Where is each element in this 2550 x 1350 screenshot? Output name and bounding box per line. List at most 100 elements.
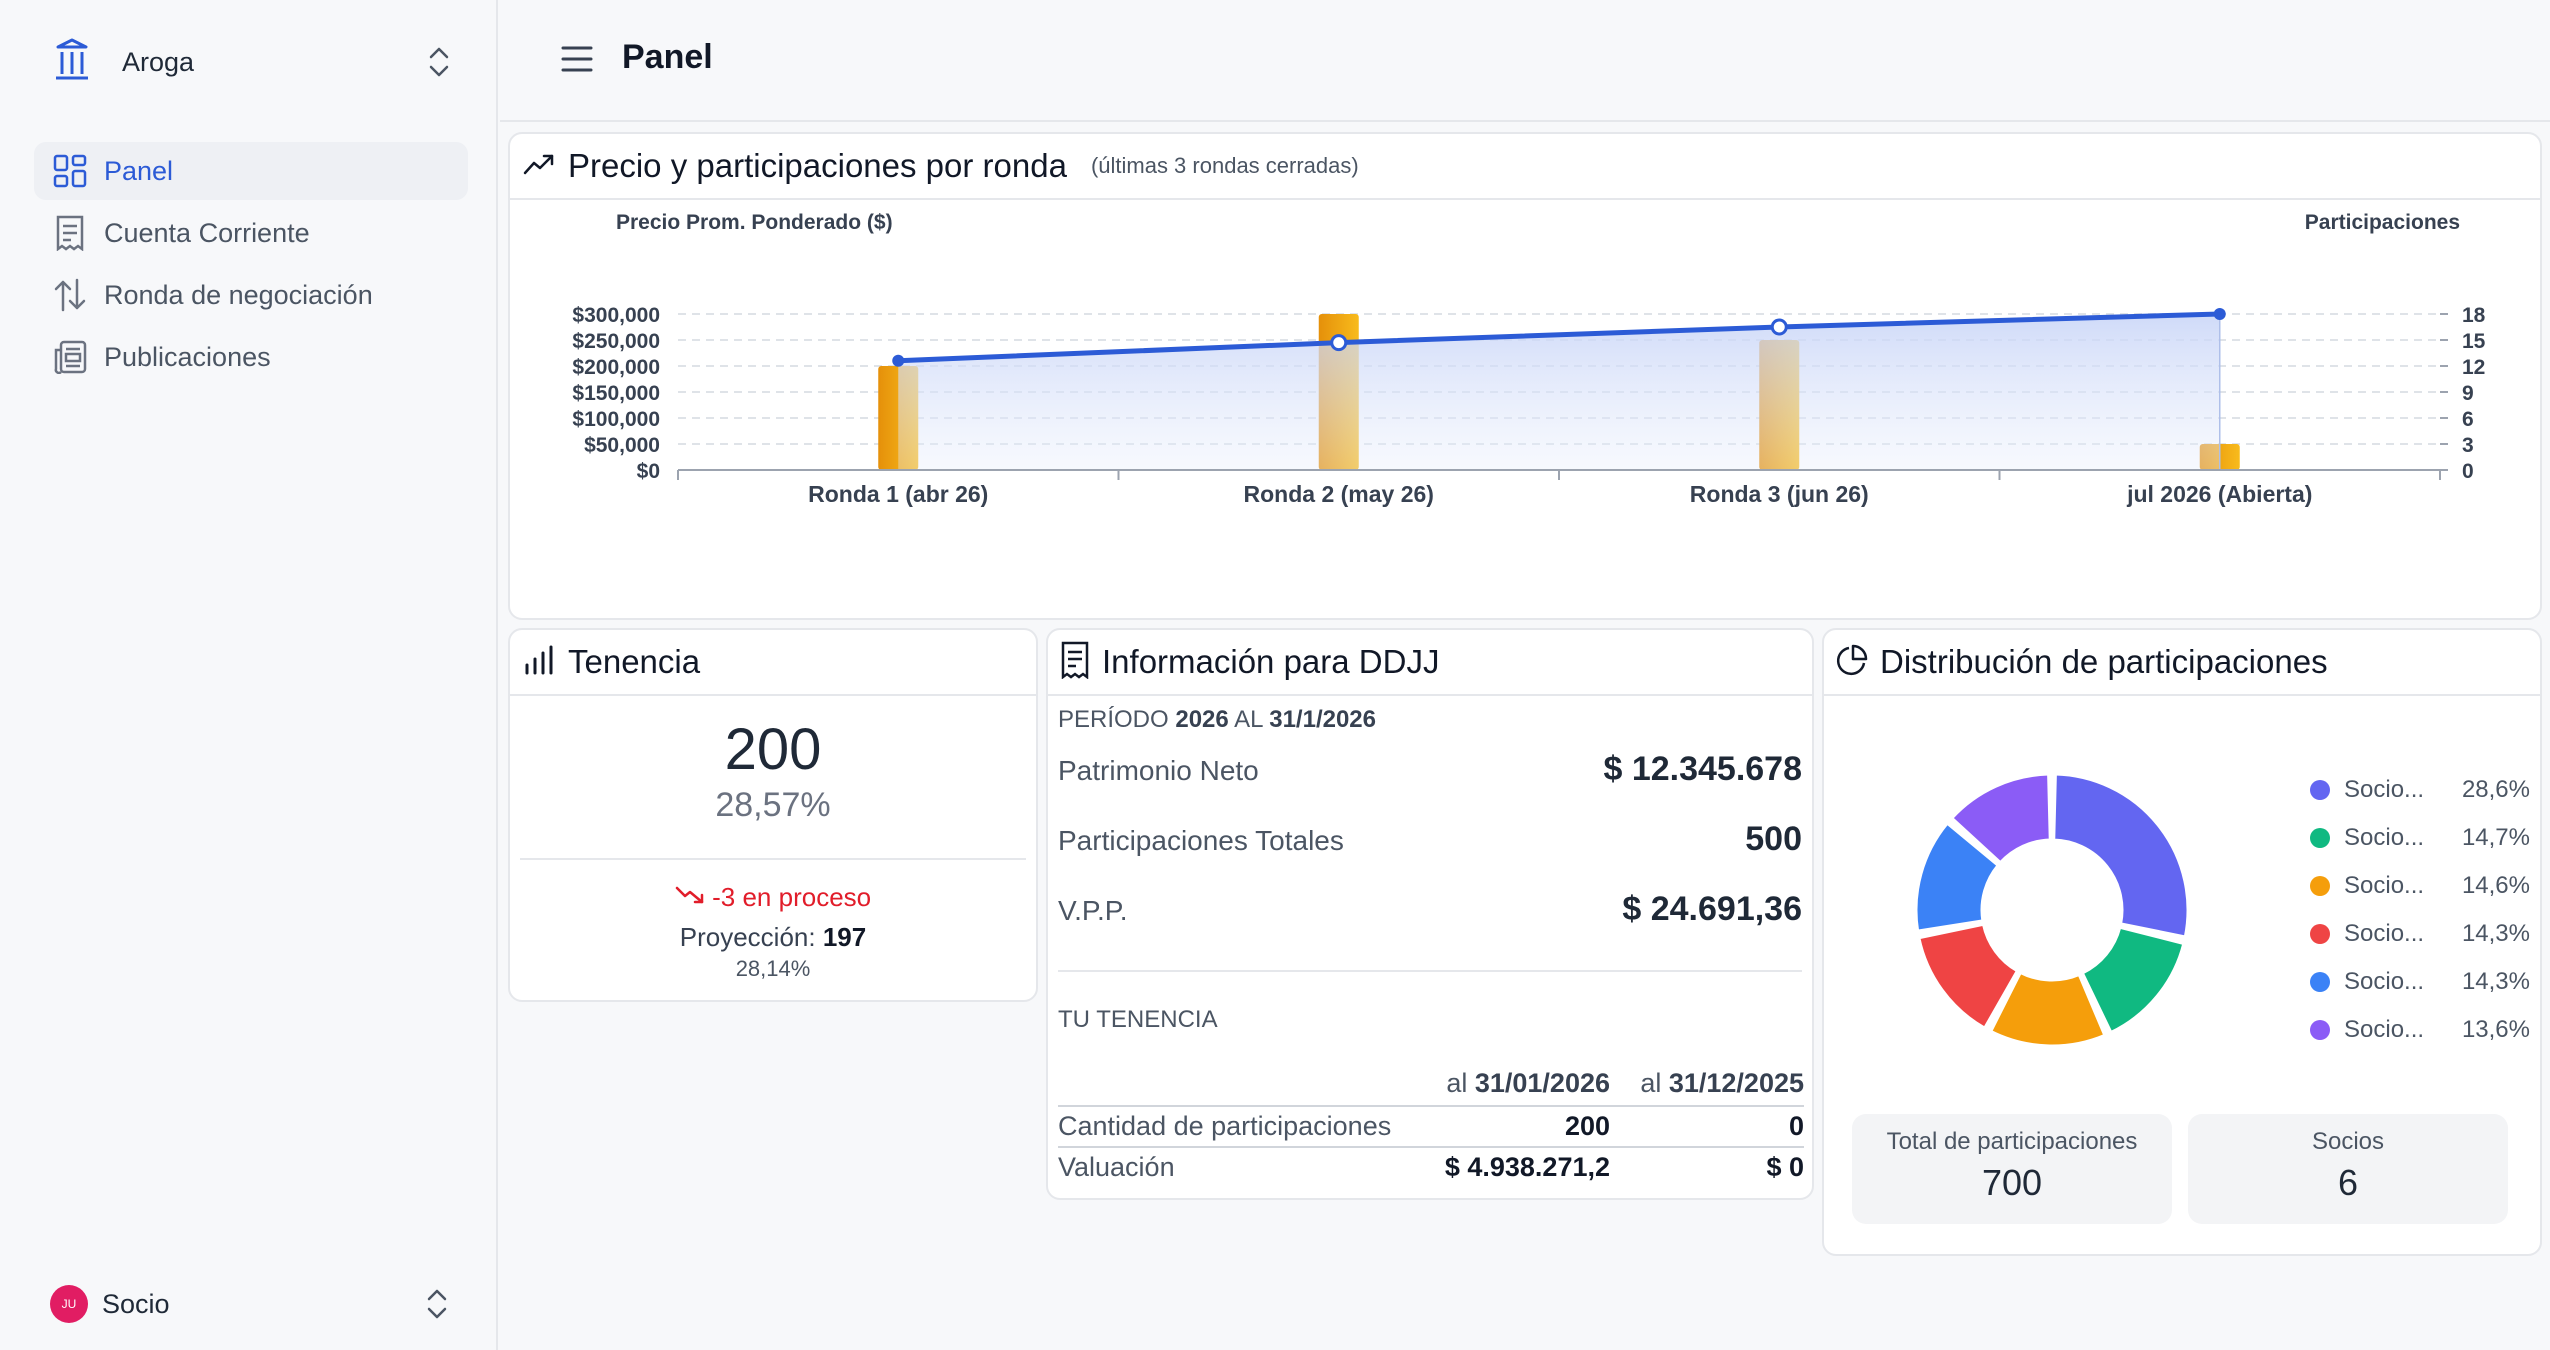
- card-header: Distribución de participaciones: [1824, 630, 2540, 696]
- sidebar-item-label: Panel: [104, 155, 174, 186]
- donut-slice[interactable]: [1917, 922, 2020, 1031]
- row-label: Participaciones Totales: [1058, 825, 1344, 856]
- stat-value: 6: [2337, 1162, 2359, 1203]
- cell-value: 0: [1610, 1106, 1804, 1148]
- x-tick-label: Ronda 2 (may 26): [1244, 481, 1434, 507]
- x-tick-label: Ronda 1 (abr 26): [808, 481, 988, 507]
- hamburger-menu-icon[interactable]: [560, 44, 594, 74]
- y-tick-label: $100,000: [572, 408, 660, 431]
- legend-dot: [2310, 972, 2330, 992]
- legend-value: 14,3%: [2461, 920, 2530, 947]
- ddjj-card: Información para DDJJ PERÍODO 2026 AL 31…: [1046, 628, 1814, 1200]
- projection-value: 197: [822, 922, 867, 952]
- divider: [520, 858, 1026, 860]
- user-role: Socio: [102, 1288, 170, 1319]
- period-prefix: PERÍODO: [1058, 706, 1169, 733]
- cell-value: 200: [1438, 1106, 1610, 1148]
- y2-tick-label: 3: [2462, 434, 2474, 457]
- price-point: [892, 354, 905, 367]
- price-line: [898, 311, 2220, 364]
- sidebar-nav: Panel Cuenta Corriente Ronda de negociac…: [34, 142, 468, 390]
- participaciones-totales-row: Participaciones Totales 500: [1058, 820, 1802, 859]
- total-participations-stat: Total de participaciones 700: [1852, 1114, 2172, 1224]
- row-label: V.P.P.: [1058, 895, 1128, 926]
- receipt-icon: [52, 215, 88, 251]
- donut-slice[interactable]: [1949, 772, 2052, 865]
- page-title: Panel: [622, 38, 713, 76]
- chevron-up-down-icon[interactable]: [426, 44, 452, 80]
- x-tick-label: Ronda 3 (jun 26): [1690, 481, 1869, 507]
- members-stat: Socios 6: [2188, 1114, 2508, 1224]
- price-point: [1770, 318, 1788, 336]
- y-tick-label: $250,000: [572, 330, 660, 353]
- y-tick-label: $200,000: [572, 356, 660, 379]
- legend-dot: [2310, 876, 2330, 896]
- price-participation-chart: Precio Prom. Ponderado ($) Participacion…: [572, 211, 2485, 507]
- card-header: Precio y participaciones por ronda (últi…: [510, 134, 2540, 200]
- legend-item[interactable]: Socio... 14,3%: [2310, 910, 2530, 958]
- ddjj-title: Información para DDJJ: [1102, 643, 1440, 680]
- sidebar-item-ronda-negociacion[interactable]: Ronda de negociación: [34, 266, 468, 324]
- y2-tick-label: 12: [2462, 356, 2485, 379]
- legend-item[interactable]: Socio... 28,6%: [2310, 766, 2530, 814]
- donut-slice[interactable]: [2052, 772, 2190, 939]
- legend-item[interactable]: Socio... 13,6%: [2310, 1006, 2530, 1054]
- legend-item[interactable]: Socio... 14,7%: [2310, 814, 2530, 862]
- user-switcher[interactable]: JU Socio: [50, 1282, 450, 1326]
- col-prefix: al: [1640, 1068, 1662, 1098]
- distribution-title: Distribución de participaciones: [1880, 643, 2328, 680]
- legend-value: 14,3%: [2461, 968, 2530, 995]
- distribution-card: Distribución de participaciones Socio...…: [1822, 628, 2542, 1256]
- price-chart-card: Precio y participaciones por ronda (últi…: [508, 132, 2542, 620]
- tenencia-card: Tenencia 200 28,57% -3 en proceso Proyec…: [508, 628, 1038, 1002]
- donut-slice[interactable]: [1914, 821, 2001, 933]
- legend-label: Socio...: [2344, 824, 2425, 851]
- legend-value: 14,6%: [2461, 872, 2530, 899]
- legend-value: 14,7%: [2461, 824, 2530, 851]
- swap-vertical-icon: [52, 277, 88, 313]
- legend-value: 28,6%: [2461, 776, 2530, 803]
- legend-item[interactable]: Socio... 14,6%: [2310, 862, 2530, 910]
- newspaper-icon: [52, 339, 88, 375]
- y2-axis-title: Participaciones: [2305, 211, 2460, 234]
- legend-item[interactable]: Socio... 14,3%: [2310, 958, 2530, 1006]
- legend-value: 13,6%: [2461, 1016, 2530, 1043]
- row-label: Patrimonio Neto: [1058, 755, 1259, 786]
- cell-value: $ 4.938.271,2: [1444, 1152, 1610, 1182]
- sidebar-item-cuenta-corriente[interactable]: Cuenta Corriente: [34, 204, 468, 262]
- holding-percent: 28,57%: [715, 786, 831, 824]
- donut-legend: Socio... 28,6% Socio... 14,7% Socio... 14,6…: [2310, 766, 2530, 1054]
- tenencia-title: Tenencia: [568, 643, 701, 680]
- in-process-text: -3 en proceso: [712, 882, 872, 912]
- y2-tick-label: 0: [2462, 460, 2474, 483]
- chart-title: Precio y participaciones por ronda: [568, 147, 1067, 184]
- org-switcher[interactable]: Aroga: [52, 36, 452, 88]
- y-tick-label: $300,000: [572, 304, 660, 327]
- sidebar-item-panel[interactable]: Panel: [34, 142, 468, 200]
- legend-dot: [2310, 1020, 2330, 1040]
- sidebar-item-publicaciones[interactable]: Publicaciones: [34, 328, 468, 386]
- period-mid: AL: [1234, 706, 1263, 733]
- cell-value: $ 0: [1766, 1152, 1804, 1182]
- holding-count: 200: [724, 717, 822, 782]
- donut-slice[interactable]: [2080, 925, 2186, 1035]
- chevron-up-down-icon[interactable]: [424, 1286, 450, 1322]
- dashboard-icon: [52, 153, 88, 189]
- table-header-row: al 31/01/2026 al 31/12/2025: [1058, 1066, 1804, 1107]
- building-icon: [52, 38, 92, 87]
- chart-subtitle: (últimas 3 rondas cerradas): [1090, 153, 1359, 178]
- legend-dot: [2310, 924, 2330, 944]
- trending-down-icon: [675, 882, 705, 912]
- donut-slice[interactable]: [1988, 970, 2107, 1048]
- table-header-empty: [1058, 1066, 1438, 1107]
- receipt-icon: [1060, 641, 1090, 684]
- y2-tick-label: 9: [2462, 382, 2474, 405]
- x-tick-label: jul 2026 (Abierta): [2126, 481, 2312, 507]
- col-date: 31/12/2025: [1668, 1068, 1804, 1098]
- projection-label: Proyección:: [679, 922, 816, 952]
- projection: Proyección: 197: [510, 922, 1036, 953]
- cell-label: Cantidad de participaciones: [1058, 1106, 1438, 1148]
- org-name: Aroga: [122, 46, 195, 77]
- legend-label: Socio...: [2344, 776, 2425, 803]
- vpp-row: V.P.P. $ 24.691,36: [1058, 890, 1802, 929]
